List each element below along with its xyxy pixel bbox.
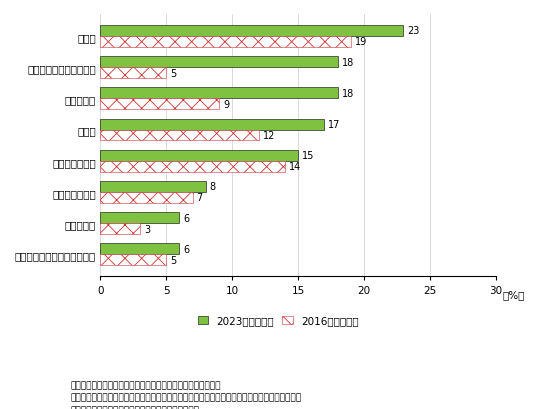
- Bar: [100, 57, 338, 68]
- Text: 23: 23: [407, 26, 420, 36]
- Text: 15: 15: [302, 151, 314, 161]
- Bar: [100, 37, 351, 48]
- Bar: [100, 119, 325, 130]
- Text: 3: 3: [144, 224, 150, 234]
- Text: 7: 7: [197, 193, 203, 203]
- Text: 8: 8: [210, 182, 216, 192]
- Text: 5: 5: [170, 255, 177, 265]
- Text: 下請化等に取り組んだ事業所の割合。: 下請化等に取り組んだ事業所の割合。: [70, 405, 199, 409]
- Bar: [100, 26, 403, 37]
- Bar: [100, 99, 219, 110]
- Bar: [100, 130, 259, 141]
- Bar: [100, 151, 298, 161]
- Text: 12: 12: [262, 130, 275, 141]
- Bar: [100, 244, 179, 255]
- Text: 9: 9: [223, 99, 229, 110]
- Text: 6: 6: [184, 244, 190, 254]
- Text: 5: 5: [170, 68, 177, 79]
- Bar: [100, 213, 179, 224]
- Text: 6: 6: [184, 213, 190, 223]
- Text: 18: 18: [341, 58, 354, 67]
- Bar: [100, 88, 338, 99]
- Text: 19: 19: [355, 37, 367, 47]
- Text: 14: 14: [289, 162, 301, 172]
- Bar: [100, 161, 285, 172]
- Bar: [100, 224, 140, 234]
- Bar: [100, 68, 166, 79]
- Bar: [100, 182, 206, 193]
- Legend: 2023年８月調査, 2016年８月調査: 2023年８月調査, 2016年８月調査: [198, 316, 359, 326]
- Text: 18: 18: [341, 89, 354, 99]
- Bar: [100, 255, 166, 266]
- Bar: [100, 193, 193, 203]
- Text: （%）: （%）: [502, 289, 525, 299]
- Text: （備考）　１．厚生労働省「労働経済動向調査」により作成。: （備考） １．厚生労働省「労働経済動向調査」により作成。: [70, 380, 221, 389]
- Text: 17: 17: [328, 120, 341, 130]
- Text: ２．労働者不足に対処した事業所のうち、省力化投資による生産性の向上・外注化・: ２．労働者不足に対処した事業所のうち、省力化投資による生産性の向上・外注化・: [70, 393, 301, 402]
